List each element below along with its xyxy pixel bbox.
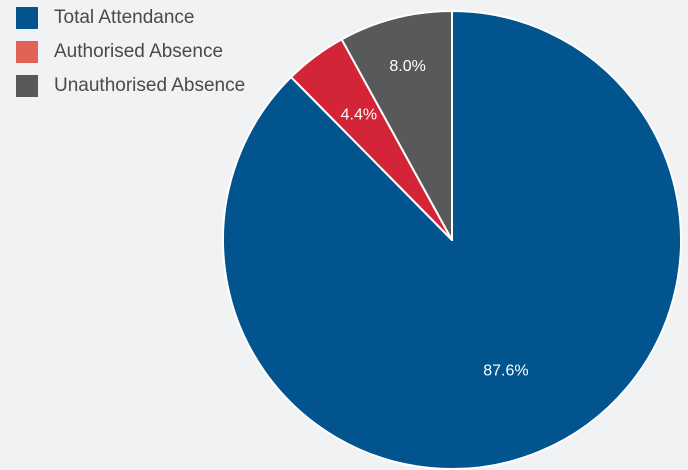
pie-slice-unauthorised-absence <box>340 10 453 241</box>
slice-label-total-attendance: 87.6% <box>483 363 528 380</box>
slice-label-authorised-absence: 4.4% <box>341 106 377 123</box>
slice-label-unauthorised-absence: 8.0% <box>389 58 425 75</box>
legend-item-authorised-absence: Authorised Absence <box>16 40 245 64</box>
legend-swatch-unauthorised-absence <box>16 75 38 97</box>
chart-legend: Total Attendance Authorised Absence Unau… <box>16 6 245 108</box>
legend-swatch-total-attendance <box>16 7 38 29</box>
legend-item-unauthorised-absence: Unauthorised Absence <box>16 74 245 98</box>
legend-label-unauthorised-absence: Unauthorised Absence <box>54 75 246 96</box>
legend-label-authorised-absence: Authorised Absence <box>54 41 224 62</box>
legend-swatch-authorised-absence <box>16 41 38 63</box>
legend-item-total-attendance: Total Attendance <box>16 6 245 30</box>
legend-label-total-attendance: Total Attendance <box>54 7 195 28</box>
